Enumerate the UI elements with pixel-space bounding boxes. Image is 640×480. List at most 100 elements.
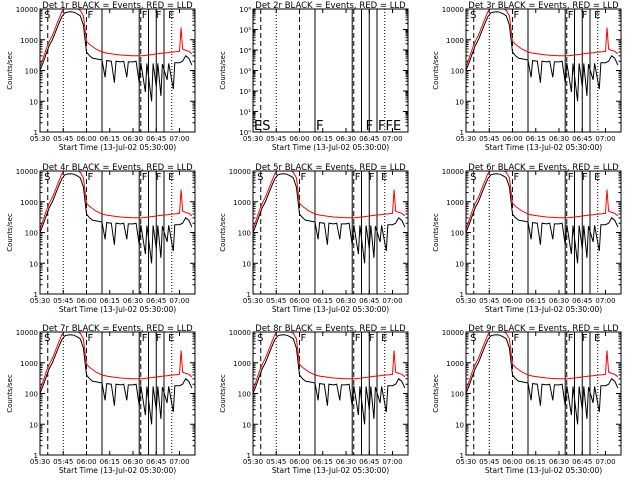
y-tick-label: 1000 [233,199,251,207]
x-tick-label: 07:00 [169,297,189,305]
panel-det-6: Det 6r BLACK = Events, RED = LLD Counts/s… [432,163,622,314]
x-tick-label: 05:30 [456,135,476,143]
flag-label: S [44,333,50,344]
panel-title: Det 8r BLACK = Events, RED = LLD [255,324,406,334]
flag-label: S [470,172,476,183]
x-tick-label: 06:30 [336,458,356,466]
y-tick-label: 1000 [20,360,38,368]
panel-det-9: Det 9r BLACK = Events, RED = LLD Counts/s… [432,324,622,475]
flag-label: FFE [378,119,401,134]
y-tick-label: 10¹ [239,109,251,117]
x-tick-label: 06:45 [359,458,379,466]
y-tick-label: 1 [460,452,464,460]
x-axis-label: Start Time (13-Jul-02 05:30:00) [272,143,389,152]
y-tick-label: 10000 [442,6,464,14]
x-tick-label: 06:15 [313,458,333,466]
flag-label: F [514,333,520,344]
flag-label: F [156,172,162,183]
flag-label: F [369,172,375,183]
y-tick-label: 1 [460,291,464,299]
flag-label: S [257,333,263,344]
y-tick-label: 10000 [16,168,38,176]
flag-label: E [168,172,174,183]
plot-area [466,171,619,294]
x-tick-label: 06:15 [313,135,333,143]
panel-title: Det 5r BLACK = Events, RED = LLD [255,163,406,173]
flag-label: F [355,172,361,183]
y-axis-label: Counts/sec [432,51,440,90]
x-tick-label: 06:00 [76,135,96,143]
series-lld [40,332,193,391]
x-tick-label: 06:15 [526,135,546,143]
plot-area [260,9,386,132]
y-tick-label: 10 [242,260,251,268]
y-tick-label: 10000 [442,329,464,337]
x-tick-label: 05:45 [53,297,73,305]
x-tick-label: 06:00 [502,297,522,305]
x-axis-label: Start Time (13-Jul-02 05:30:00) [59,305,176,314]
x-axis-label: Start Time (13-Jul-02 05:30:00) [485,143,602,152]
flag-label: F [582,10,588,21]
x-tick-label: 07:00 [169,135,189,143]
x-tick-label: 07:00 [169,458,189,466]
flag-label: F [514,172,520,183]
y-tick-label: 10 [242,421,251,429]
x-tick-label: 06:15 [100,135,120,143]
x-tick-label: 06:30 [123,297,143,305]
flag-label: F [355,333,361,344]
series-events [253,334,406,425]
y-tick-label: 1000 [20,37,38,45]
x-axis-label: Start Time (13-Jul-02 05:30:00) [272,305,389,314]
flag-label: F [88,172,94,183]
x-tick-label: 05:45 [479,297,499,305]
plot-area [40,9,193,132]
panel-title: Det 6r BLACK = Events, RED = LLD [468,163,619,173]
x-tick-label: 05:30 [243,458,263,466]
panel-det-2: Det 2r BLACK = Events, RED = LLD Counts/s… [219,1,409,152]
panel-title: Det 9r BLACK = Events, RED = LLD [468,324,619,334]
y-tick-label: 100 [238,391,251,399]
series-events [40,334,193,425]
y-axis-label: Counts/sec [432,374,440,413]
x-tick-label: 06:45 [572,135,592,143]
series-lld [40,171,193,230]
flag-label: E [594,10,600,21]
y-tick-label: 100 [451,68,464,76]
x-tick-label: 07:00 [382,135,402,143]
x-axis-label: Start Time (13-Jul-02 05:30:00) [59,143,176,152]
y-tick-label: 10000 [229,329,251,337]
flag-label: F [156,10,162,21]
x-tick-label: 06:30 [549,297,569,305]
y-tick-label: 100 [451,230,464,238]
x-tick-label: 06:00 [76,458,96,466]
x-tick-label: 05:45 [479,458,499,466]
flag-label: F [366,119,373,134]
flag-label: E [381,333,387,344]
y-axis-label: Counts/sec [219,374,227,413]
y-tick-label: 10000 [442,168,464,176]
x-tick-label: 06:15 [526,297,546,305]
panel-det-3: Det 3r BLACK = Events, RED = LLD Counts/s… [432,1,622,152]
x-tick-label: 06:00 [502,135,522,143]
x-tick-label: 07:00 [595,297,615,305]
panel-title: Det 4r BLACK = Events, RED = LLD [42,163,193,173]
flag-label: E [594,333,600,344]
x-axis-label: Start Time (13-Jul-02 05:30:00) [485,466,602,475]
panel-det-7: Det 7r BLACK = Events, RED = LLD Counts/s… [6,324,196,475]
x-tick-label: 06:45 [359,297,379,305]
flag-label: E [381,172,387,183]
x-tick-label: 05:30 [456,297,476,305]
flag-label: F [88,10,94,21]
y-tick-label: 10 [29,260,38,268]
y-tick-label: 1000 [20,199,38,207]
x-tick-label: 06:00 [289,135,309,143]
x-tick-label: 06:45 [146,297,166,305]
flag-label: E [168,10,174,21]
x-tick-label: 05:45 [266,135,286,143]
x-axis-label: Start Time (13-Jul-02 05:30:00) [485,305,602,314]
panel-det-1: Det 1r BLACK = Events, RED = LLD Counts/s… [6,1,196,152]
series-events [466,11,619,102]
plot-area [40,171,193,294]
flag-label: F [88,333,94,344]
